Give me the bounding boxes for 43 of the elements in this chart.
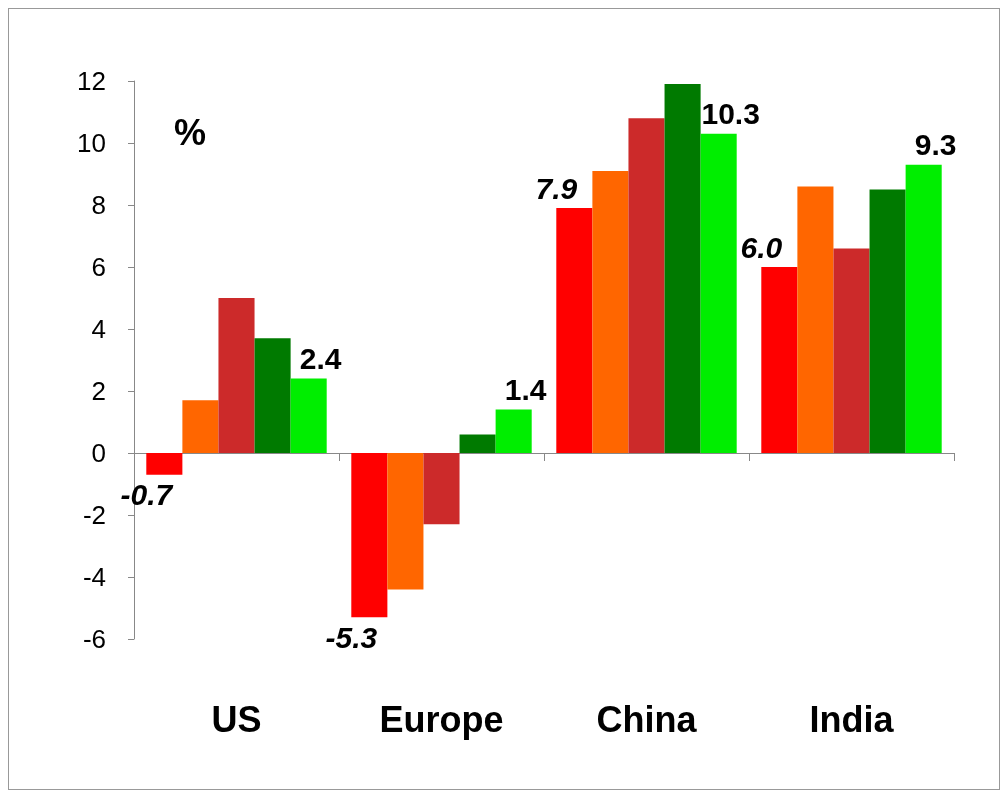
data-label: -5.3 [325,620,378,654]
bar [905,164,942,453]
x-tick-label: US [211,698,262,740]
y-tick-label: 6 [91,252,106,282]
bar [495,409,532,453]
y-tick-label: 10 [77,128,106,158]
y-tick-label: 8 [91,190,106,220]
bar [869,189,906,453]
bar [290,378,327,453]
bar [146,453,183,475]
data-label: 1.4 [504,373,547,407]
bar [182,400,219,453]
x-tick-label: India [809,698,895,740]
bar [797,186,834,453]
y-tick-label: 4 [91,314,106,344]
y-tick-label: 2 [91,376,106,406]
x-tick-label: Europe [379,698,504,740]
data-label: -0.7 [120,478,174,512]
data-label: 2.4 [299,342,342,376]
bar [628,118,665,453]
y-tick-label: -6 [82,624,106,654]
annotation: % [174,111,207,153]
bar [387,453,424,590]
bar [761,267,798,453]
bar [351,453,388,618]
bar [423,453,460,525]
bar [556,208,593,453]
x-tick-label: China [596,698,698,740]
data-label: 9.3 [914,128,957,162]
bar [664,84,701,453]
bar [254,338,291,453]
bar [459,434,496,453]
data-label: 7.9 [535,171,578,205]
y-tick-label: -2 [82,500,106,530]
y-tick-label: 0 [91,438,106,468]
data-label: 10.3 [701,97,760,131]
bar [592,170,629,453]
bar [700,133,737,453]
y-tick-label: 12 [77,66,106,96]
y-tick-label: -4 [82,562,106,592]
bar [833,248,870,453]
bar [218,298,255,453]
data-label: 6.0 [740,230,783,264]
